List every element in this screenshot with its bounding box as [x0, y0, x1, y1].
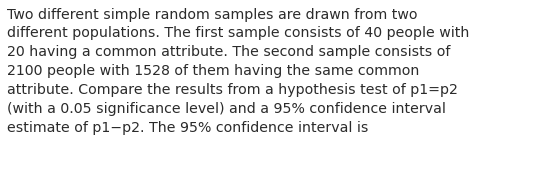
Text: Two different simple random samples are drawn from two
different populations. Th: Two different simple random samples are … [7, 8, 469, 135]
